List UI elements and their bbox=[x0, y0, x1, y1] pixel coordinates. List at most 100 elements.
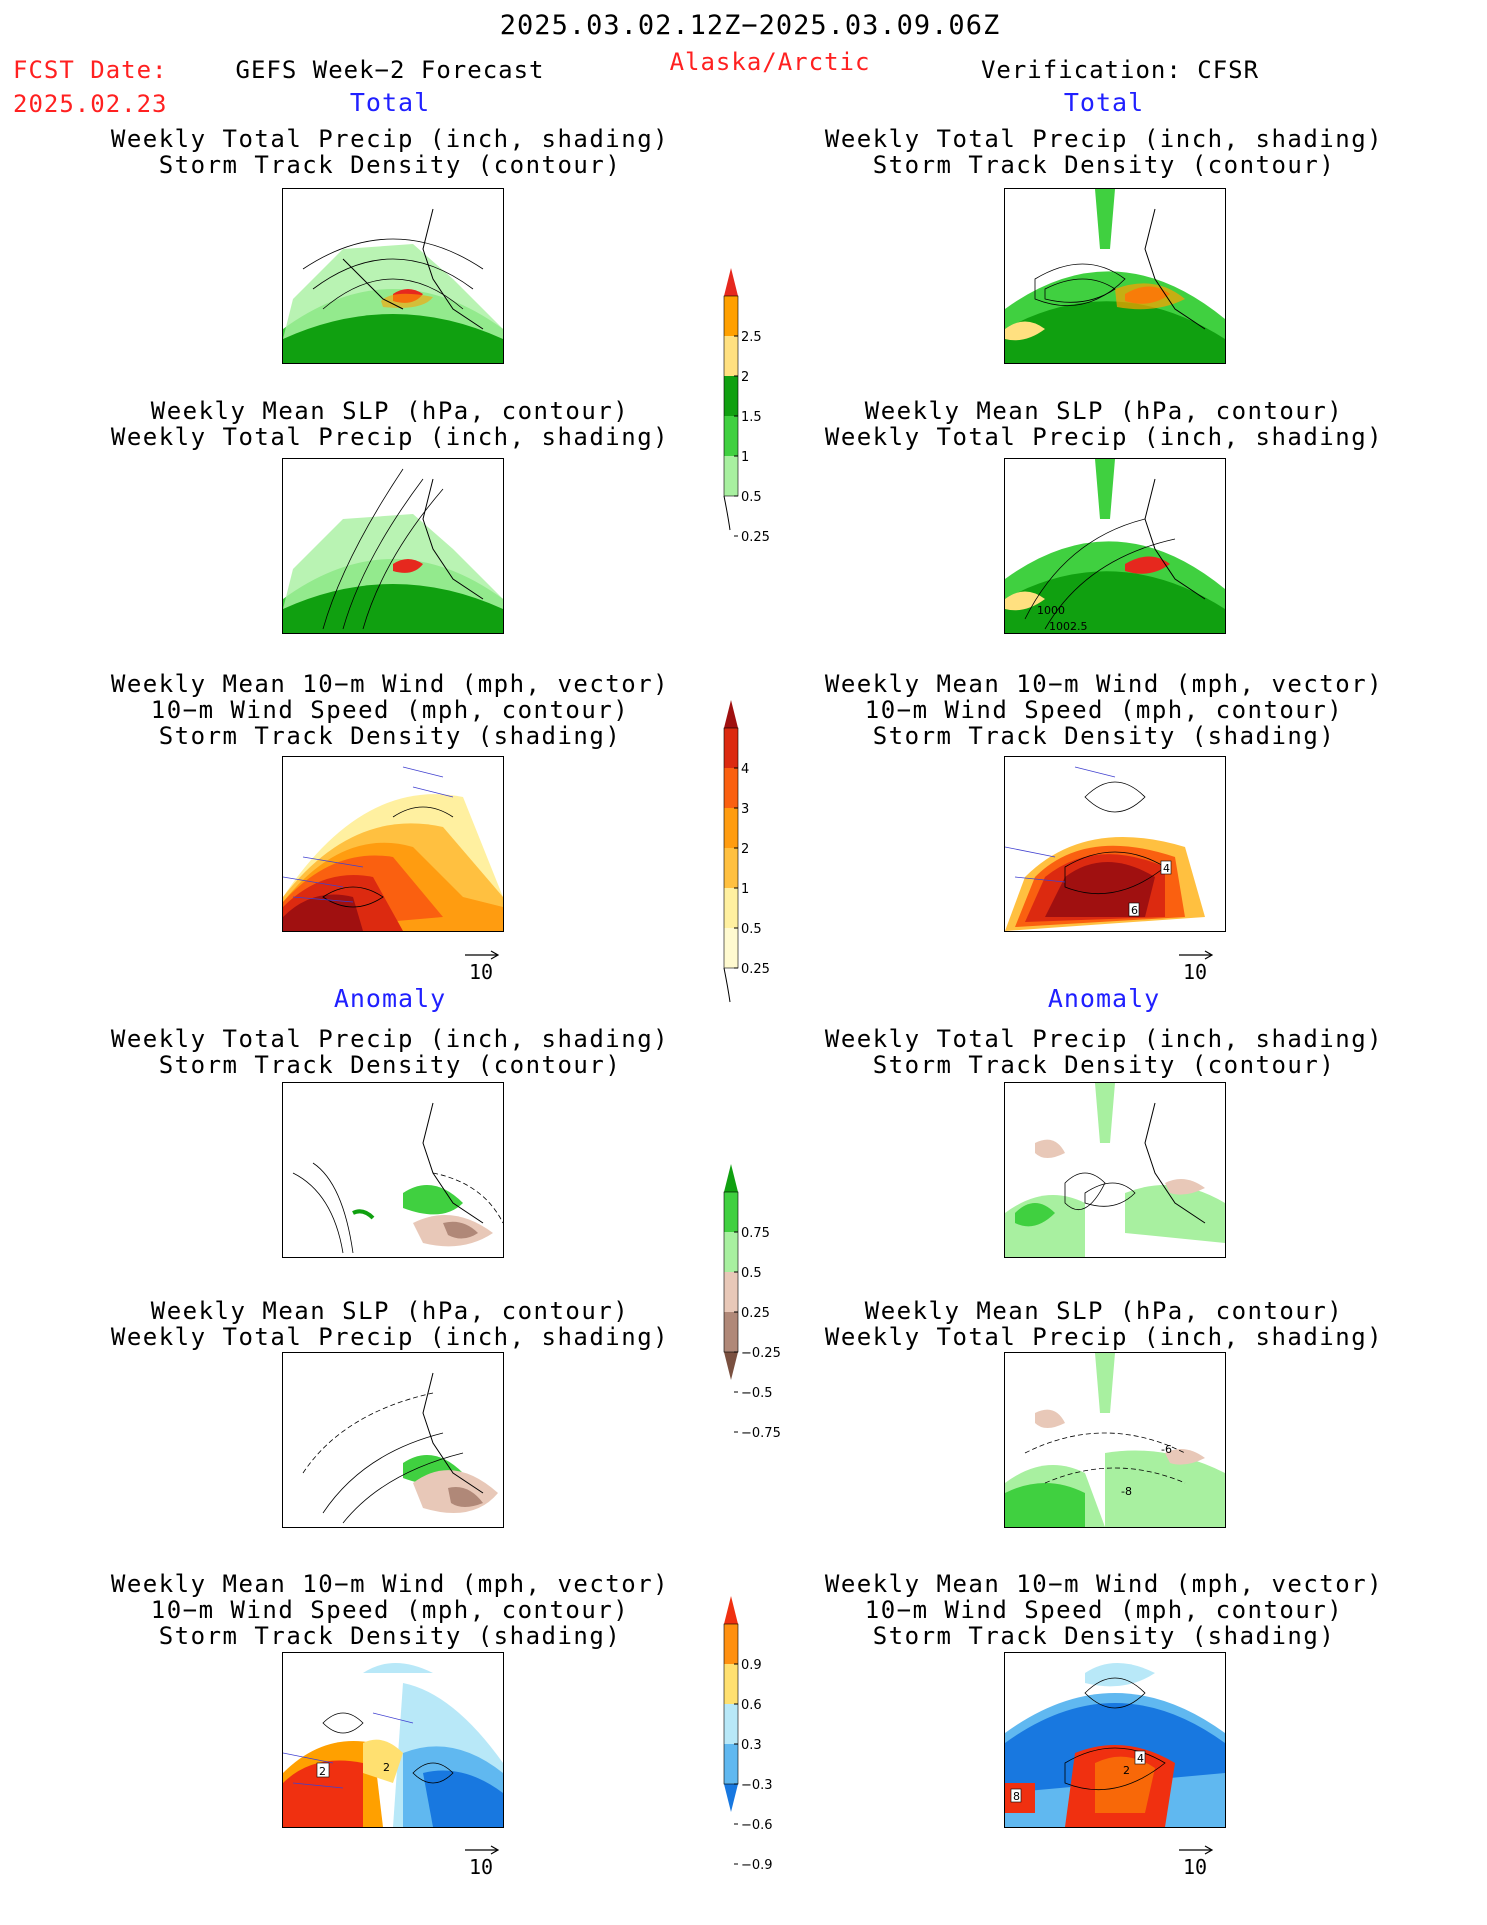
colorbar-tick-label: 1 bbox=[741, 882, 749, 897]
title-precip-track-anom-gefs: Weekly Total Precip (inch, shading) Stor… bbox=[90, 1026, 690, 1078]
map-svg bbox=[292, 1102, 503, 1254]
contour-label: 8 bbox=[1013, 1790, 1020, 1803]
arrow-right-icon bbox=[465, 950, 500, 960]
colorbar-top-arrow bbox=[724, 1164, 738, 1192]
contour-label: 2 bbox=[1123, 1764, 1130, 1777]
colorbar-tick-label: 1.5 bbox=[741, 410, 762, 425]
title-line-1: Weekly Mean 10−m Wind (mph, vector) bbox=[110, 1570, 670, 1598]
colorbar-segment bbox=[724, 928, 738, 968]
title-line-2: Weekly Total Precip (inch, shading) bbox=[824, 423, 1384, 451]
colorbar-top-arrow bbox=[724, 700, 738, 728]
colorbar-outline bbox=[723, 727, 739, 969]
colorbar-bottom-arrow bbox=[724, 1784, 738, 1812]
colorbar-precip-total: 2.5 2 1.5 1 0.5 0.25 bbox=[718, 268, 798, 557]
map-svg bbox=[302, 1372, 498, 1524]
title-line-2: 10−m Wind Speed (mph, contour) bbox=[864, 696, 1344, 724]
map-slp-precip-total-gefs bbox=[282, 458, 504, 634]
colorbar-track-anom: 0.9 0.6 0.3 −0.3 −0.6 −0.9 bbox=[718, 1596, 798, 1890]
colorbar-bottom-arrow bbox=[724, 1352, 738, 1380]
title-line-3: Storm Track Density (shading) bbox=[872, 722, 1336, 750]
map-svg bbox=[283, 468, 503, 633]
title-line-3: Storm Track Density (shading) bbox=[158, 1622, 622, 1650]
colorbar-tick-label: 0.25 bbox=[741, 962, 770, 977]
title-line-1: Weekly Mean SLP (hPa, contour) bbox=[864, 1297, 1344, 1325]
title-line-1: Weekly Total Precip (inch, shading) bbox=[824, 1025, 1384, 1053]
date-range-title: 2025.03.02.12Z−2025.03.09.06Z bbox=[499, 10, 1001, 41]
title-line-2: Storm Track Density (contour) bbox=[872, 151, 1336, 179]
contour-label: 1000 bbox=[1037, 604, 1065, 617]
map-slp-precip-total-cfsr: 1000 1002.5 bbox=[1004, 458, 1226, 634]
colorbar-segment bbox=[724, 1312, 738, 1352]
contour-label: 4 bbox=[1137, 1752, 1144, 1765]
section-total-cfsr: Total bbox=[1063, 88, 1145, 117]
colorbar-tick-label: 0.5 bbox=[741, 1266, 762, 1281]
colorbar-segment bbox=[724, 1664, 738, 1704]
arrow-right-icon bbox=[1179, 950, 1214, 960]
title-line-2: Weekly Total Precip (inch, shading) bbox=[110, 1323, 670, 1351]
colorbar-tick-label: 0.75 bbox=[741, 1226, 770, 1241]
title-line-1: Weekly Mean SLP (hPa, contour) bbox=[864, 397, 1344, 425]
title-line-3: Storm Track Density (shading) bbox=[158, 722, 622, 750]
vector-key-total-cfsr: 10 bbox=[1176, 950, 1214, 984]
title-precip-track-total-cfsr: Weekly Total Precip (inch, shading) Stor… bbox=[804, 126, 1404, 178]
title-line-1: Weekly Total Precip (inch, shading) bbox=[110, 125, 670, 153]
map-precip-track-anom-cfsr bbox=[1004, 1082, 1226, 1258]
vector-key-label: 10 bbox=[1182, 960, 1208, 984]
colorbar-track-total: 4 3 2 1 0.5 0.25 bbox=[718, 700, 798, 1003]
title-slp-precip-total-gefs: Weekly Mean SLP (hPa, contour) Weekly To… bbox=[90, 398, 690, 450]
map-svg: 8 4 2 bbox=[1005, 1663, 1225, 1827]
title-wind-track-anom-gefs: Weekly Mean 10−m Wind (mph, vector) 10−m… bbox=[90, 1571, 690, 1649]
colorbar-segment bbox=[724, 1624, 738, 1664]
colorbar-top-arrow bbox=[724, 268, 738, 296]
map-precip-track-total-gefs bbox=[282, 188, 504, 364]
map-slp-precip-anom-cfsr: -6 -8 bbox=[1004, 1352, 1226, 1528]
colorbar-tick-label: 3 bbox=[741, 802, 749, 817]
arrow-right-icon bbox=[465, 1845, 500, 1855]
map-precip-track-total-cfsr bbox=[1004, 188, 1226, 364]
title-line-3: Storm Track Density (shading) bbox=[872, 1622, 1336, 1650]
colorbar-segment bbox=[724, 1192, 738, 1232]
map-wind-track-total-gefs bbox=[282, 756, 504, 932]
colorbar-tick-label: 4 bbox=[741, 762, 749, 777]
colorbar-segment bbox=[724, 808, 738, 848]
title-line-1: Weekly Mean 10−m Wind (mph, vector) bbox=[110, 670, 670, 698]
map-wind-track-anom-gefs: 2 2 bbox=[282, 1652, 504, 1828]
colorbar-svg: 4 3 2 1 0.5 0.25 bbox=[723, 700, 770, 1003]
title-line-2: Weekly Total Precip (inch, shading) bbox=[110, 423, 670, 451]
contour-label: 2 bbox=[319, 1765, 326, 1778]
colorbar-tick-label: −0.9 bbox=[741, 1858, 773, 1873]
section-anomaly-gefs: Anomaly bbox=[333, 984, 447, 1013]
contour-label: -6 bbox=[1161, 1443, 1172, 1456]
colorbar-segment bbox=[724, 1704, 738, 1744]
title-line-1: Weekly Total Precip (inch, shading) bbox=[110, 1025, 670, 1053]
colorbar-segment bbox=[724, 768, 738, 808]
colorbar-tail-line bbox=[723, 495, 731, 531]
colorbar-tick-label: −0.6 bbox=[741, 1818, 773, 1833]
fcst-date-label: FCST Date: bbox=[13, 56, 168, 84]
title-line-1: Weekly Mean 10−m Wind (mph, vector) bbox=[824, 1570, 1384, 1598]
contour-label: 2 bbox=[383, 1761, 390, 1774]
map-wind-track-total-cfsr: 4 6 bbox=[1004, 756, 1226, 932]
colorbar-segment bbox=[724, 416, 738, 456]
title-line-2: Storm Track Density (contour) bbox=[872, 1051, 1336, 1079]
map-svg bbox=[283, 208, 503, 363]
colorbar-tick-label: 0.25 bbox=[741, 530, 770, 545]
title-line-2: 10−m Wind Speed (mph, contour) bbox=[150, 1596, 630, 1624]
contour-label: -8 bbox=[1121, 1485, 1132, 1498]
colorbar-tick-label: 2 bbox=[741, 842, 749, 857]
title-slp-precip-total-cfsr: Weekly Mean SLP (hPa, contour) Weekly To… bbox=[804, 398, 1404, 450]
colorbar-segment bbox=[724, 1272, 738, 1312]
colorbar-tick-label: 2 bbox=[741, 370, 749, 385]
colorbar-svg: 0.75 0.5 0.25 −0.25 −0.5 −0.75 bbox=[723, 1164, 781, 1441]
colorbar-top-arrow bbox=[724, 1596, 738, 1624]
map-wind-track-anom-cfsr: 8 4 2 bbox=[1004, 1652, 1226, 1828]
title-wind-track-total-cfsr: Weekly Mean 10−m Wind (mph, vector) 10−m… bbox=[804, 671, 1404, 749]
map-precip-track-anom-gefs bbox=[282, 1082, 504, 1258]
contour-label: 1002.5 bbox=[1049, 620, 1088, 633]
colorbar-tick-label: −0.3 bbox=[741, 1778, 773, 1793]
title-precip-track-total-gefs: Weekly Total Precip (inch, shading) Stor… bbox=[90, 126, 690, 178]
colorbar-segment bbox=[724, 728, 738, 768]
colorbar-tick-label: −0.25 bbox=[741, 1346, 781, 1361]
colorbar-precip-anom: 0.75 0.5 0.25 −0.25 −0.5 −0.75 bbox=[718, 1164, 798, 1453]
arrow-right-icon bbox=[1179, 1845, 1214, 1855]
